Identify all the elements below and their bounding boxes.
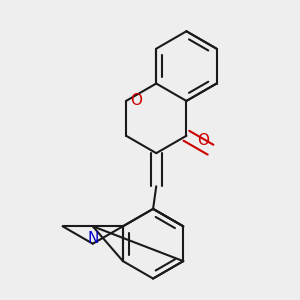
Text: O: O xyxy=(197,133,209,148)
Text: O: O xyxy=(130,93,142,108)
Text: N: N xyxy=(87,231,98,246)
